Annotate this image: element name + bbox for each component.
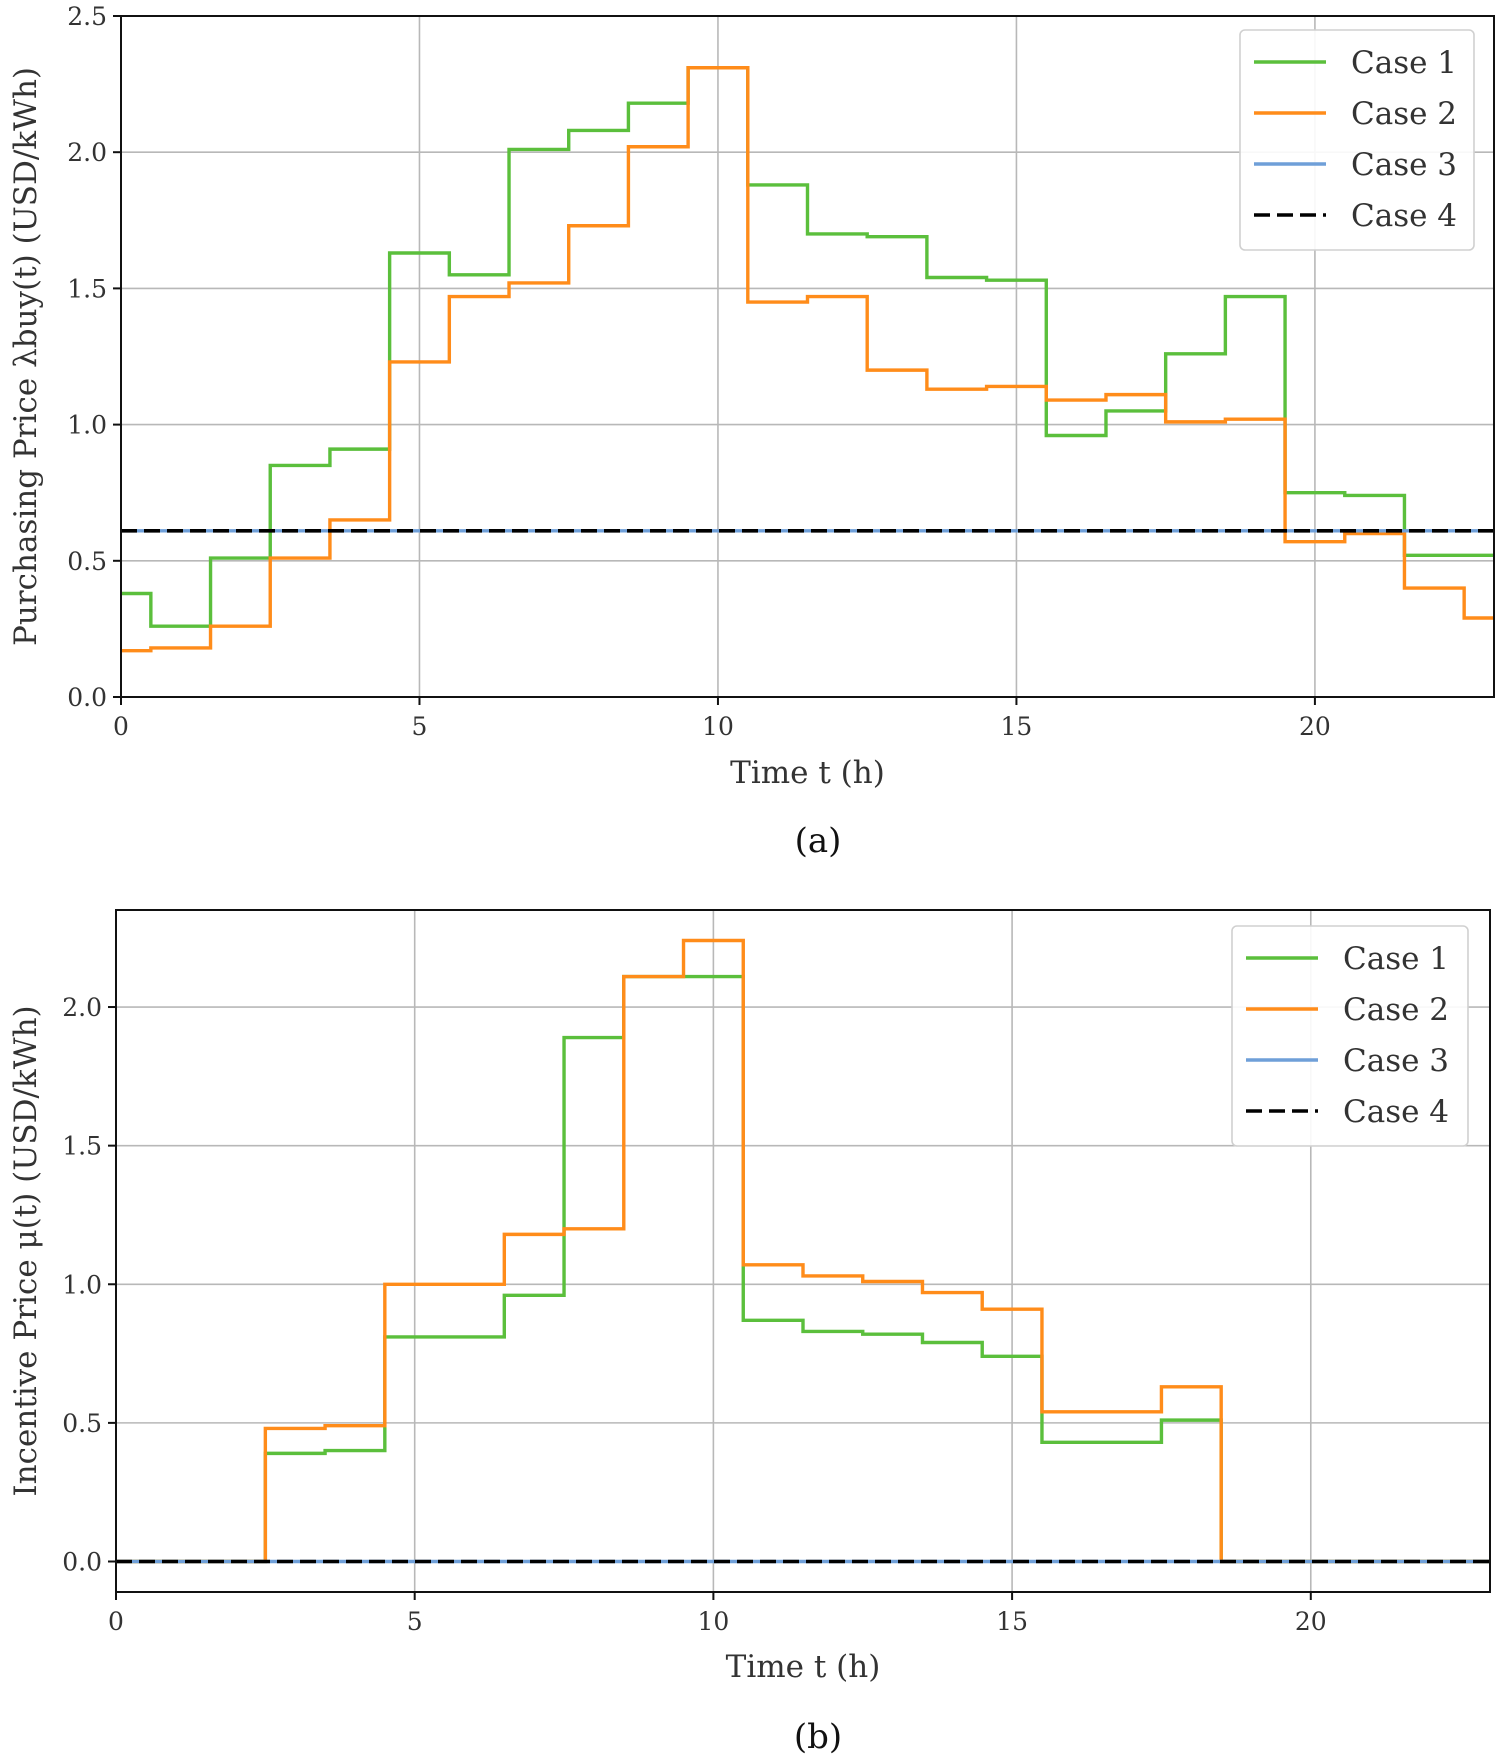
x-tick-label: 15 bbox=[996, 1607, 1028, 1636]
y-tick-label: 2.5 bbox=[67, 2, 107, 31]
axes-frame bbox=[120, 15, 1495, 698]
x-tick-label: 5 bbox=[412, 712, 428, 741]
series-line-case-1 bbox=[116, 974, 1490, 1564]
figure-caption: (a) bbox=[795, 821, 842, 861]
legend-frame bbox=[1239, 29, 1475, 251]
x-tick-label: 5 bbox=[407, 1607, 423, 1636]
y-tick-label: 1.5 bbox=[67, 274, 107, 303]
y-tick-label: 2.0 bbox=[67, 138, 107, 167]
y-tick-label: 0.5 bbox=[62, 1409, 102, 1438]
x-tick-label: 0 bbox=[113, 712, 129, 741]
x-tick-label: 10 bbox=[702, 712, 734, 741]
legend-frame bbox=[1231, 925, 1469, 1147]
legend: Case 1 Case 2 Case 3 Case 4 bbox=[1239, 29, 1475, 251]
legend-label: Case 4 bbox=[1351, 198, 1457, 234]
x-tick-label: 20 bbox=[1295, 1607, 1327, 1636]
y-tick-label: 0.5 bbox=[67, 547, 107, 576]
x-tick-label: 20 bbox=[1299, 712, 1331, 741]
figure-caption: (b) bbox=[794, 1717, 842, 1757]
series-line-case-2 bbox=[116, 938, 1490, 1564]
legend-label: Case 3 bbox=[1351, 147, 1457, 183]
chart-panel-b: 0 5 10 15 20 0.0 0.5 1.0 1.5 2.0 Time t (h) Incenti… bbox=[8, 909, 1491, 1757]
legend: Case 1 Case 2 Case 3 Case 4 bbox=[1231, 925, 1469, 1147]
chart-panel-a: 0 5 10 15 20 0.0 0.5 1.0 1.5 2.0 2.5 Time t (h) Purc… bbox=[8, 2, 1495, 861]
legend-label: Case 2 bbox=[1351, 96, 1457, 132]
y-tick-label: 2.0 bbox=[62, 993, 102, 1022]
x-tick-label: 0 bbox=[108, 1607, 124, 1636]
y-tick-label: 0.0 bbox=[67, 683, 107, 712]
y-axis-label: Incentive Price μ(t) (USD/kWh) bbox=[8, 1005, 44, 1496]
x-axis-label: Time t (h) bbox=[726, 1649, 881, 1685]
legend-label: Case 4 bbox=[1343, 1094, 1449, 1130]
y-tick-label: 1.5 bbox=[62, 1132, 102, 1161]
x-axis-label: Time t (h) bbox=[730, 755, 885, 791]
y-tick-label: 1.0 bbox=[62, 1270, 102, 1299]
y-tick-label: 0.0 bbox=[62, 1548, 102, 1577]
y-axis-label: Purchasing Price λbuy(t) (USD/kWh) bbox=[8, 67, 44, 646]
x-tick-label: 15 bbox=[1001, 712, 1033, 741]
series-line-case-1 bbox=[121, 66, 1494, 628]
series-line-case-2 bbox=[121, 66, 1494, 653]
legend-label: Case 2 bbox=[1343, 992, 1449, 1028]
legend-label: Case 3 bbox=[1343, 1043, 1449, 1079]
axes-frame bbox=[115, 909, 1491, 1593]
y-tick-label: 1.0 bbox=[67, 411, 107, 440]
legend-label: Case 1 bbox=[1343, 941, 1449, 977]
legend-label: Case 1 bbox=[1351, 45, 1457, 81]
x-tick-label: 10 bbox=[697, 1607, 729, 1636]
